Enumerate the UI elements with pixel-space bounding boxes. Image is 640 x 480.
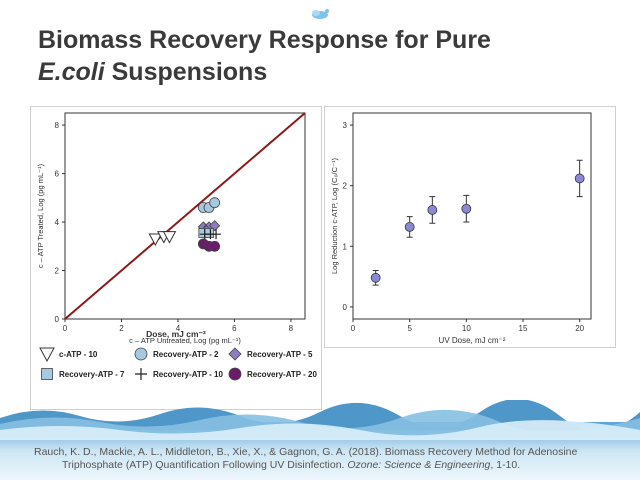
data-point-circle [209, 240, 221, 252]
x-axis-label: UV Dose, mJ cm⁻² [439, 336, 506, 345]
y-axis-label: Log Reduction c-ATP, Log (C₀/C⁻¹) [330, 157, 339, 274]
title-line1: Biomass Recovery Response for Pure [38, 26, 491, 54]
atp-comparison-chart: 0 2 4 6 8 0 2 4 6 8 c – ATP Untreated, Log (pg mL⁻… [36, 112, 318, 381]
y-tick-label: 2 [343, 182, 348, 191]
x-tick-label: 8 [289, 324, 294, 333]
data-point [404, 222, 415, 232]
data-point [461, 203, 472, 214]
x-tick-label: 0 [63, 324, 68, 333]
y-tick-label: 2 [55, 267, 60, 276]
x-tick-label: 6 [232, 324, 237, 333]
legend-label: Recovery-ATP - 7 [59, 370, 125, 379]
water-wave-decoration [0, 400, 640, 480]
x-axis-label: c – ATP Untreated, Log (pg mL⁻¹) [129, 336, 241, 345]
data-point-square [204, 228, 214, 238]
legend-marker-square [41, 368, 53, 380]
y-axis-label: c – ATP Treated, Log (pg mL⁻¹) [36, 163, 45, 268]
one-to-one-line [64, 112, 306, 320]
y-tick-label: 8 [55, 121, 60, 130]
y-tick-label: 0 [343, 303, 348, 312]
y-tick-label: 4 [55, 218, 60, 227]
citation: Rauch, K. D., Mackie, A. L., Middleton, … [34, 446, 624, 472]
legend-marker-triangle-down [39, 347, 55, 363]
legend-label: Recovery-ATP - 20 [247, 370, 318, 379]
legend-title: Dose, mJ cm⁻² [146, 329, 206, 339]
data-point-triangle-down [148, 233, 163, 247]
legend-marker-circle [134, 347, 148, 361]
legend-marker-circle [228, 367, 242, 381]
legend-label: Recovery-ATP - 2 [153, 350, 219, 359]
legend-marker-plus [135, 368, 147, 380]
data-point-triangle-down [162, 231, 177, 244]
x-tick-label: 5 [407, 324, 412, 333]
atp-comparison-chart-panel: 0 2 4 6 8 0 2 4 6 8 c – ATP Untreated, Log (pg mL⁻… [30, 106, 322, 410]
x-tick-label: 0 [351, 324, 356, 333]
legend-label: Recovery-ATP - 5 [247, 350, 313, 359]
title-italic: E.coli [38, 58, 105, 86]
x-tick-label: 2 [119, 324, 124, 333]
data-point-plus [211, 229, 222, 240]
legend-label: c-ATP - 10 [59, 350, 98, 359]
log-reduction-chart: 0 5 10 15 20 0 1 2 3 UV Dose, mJ cm⁻² Log Reductio… [330, 112, 592, 345]
citation-journal: Ozone: Science & Engineering [347, 459, 491, 471]
plot-frame [352, 112, 592, 320]
plot-frame [64, 112, 306, 320]
x-tick-label: 4 [176, 324, 181, 333]
data-point [370, 272, 381, 283]
y-tick-label: 6 [55, 170, 60, 179]
citation-part3: , 1-10. [490, 459, 521, 471]
y-tick-label: 3 [343, 121, 348, 130]
title-rest: Suspensions [104, 58, 268, 86]
water-drop-logo-icon [312, 9, 329, 19]
y-tick-label: 0 [55, 315, 60, 324]
x-tick-label: 10 [462, 324, 471, 333]
legend-label: Recovery-ATP - 10 [153, 370, 224, 379]
data-point [427, 205, 438, 215]
data-point [574, 173, 585, 184]
citation-part1: Rauch, K. D., Mackie, A. L., Middleton, … [34, 446, 578, 458]
citation-line2: Triphosphate (ATP) Quantification Follow… [34, 459, 624, 472]
citation-part2: Triphosphate (ATP) Quantification Follow… [62, 459, 348, 471]
slide-title: Biomass Recovery Response for Pure E.col… [38, 24, 598, 88]
log-reduction-chart-panel: 0 5 10 15 20 0 1 2 3 UV Dose, mJ cm⁻² Log Reductio… [324, 106, 616, 348]
legend-marker-diamond [228, 347, 242, 361]
data-point-circle [209, 197, 221, 209]
x-tick-label: 15 [519, 324, 528, 333]
x-tick-label: 20 [575, 324, 584, 333]
y-tick-label: 1 [343, 242, 348, 251]
